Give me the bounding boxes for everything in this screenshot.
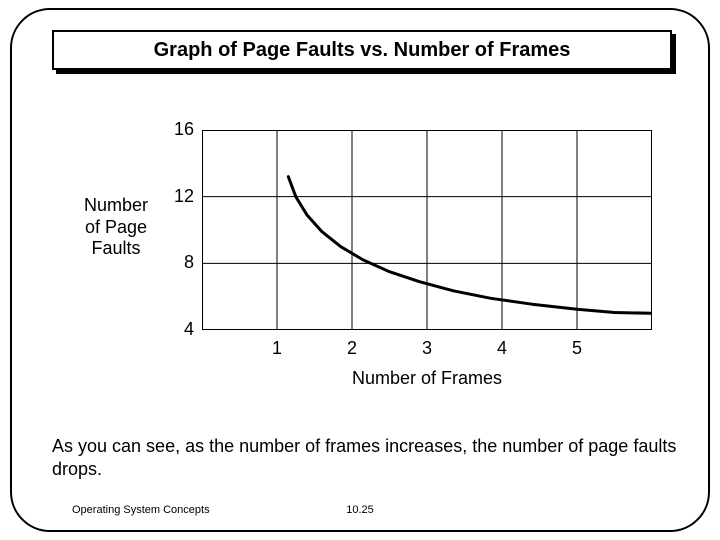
slide-frame: Graph of Page Faults vs. Number of Frame… [10, 8, 710, 532]
xtick-label: 3 [417, 338, 437, 359]
ytick-label: 4 [164, 319, 194, 340]
xtick-label: 1 [267, 338, 287, 359]
ytick-label: 12 [164, 186, 194, 207]
ytick-label: 8 [164, 252, 194, 273]
chart [202, 130, 652, 335]
chart-svg [202, 130, 652, 330]
xtick-label: 5 [567, 338, 587, 359]
x-axis-label: Number of Frames [202, 368, 652, 389]
ytick-label: 16 [164, 119, 194, 140]
ylabel-line: Number [84, 195, 148, 217]
footer-center: 10.25 [12, 504, 708, 516]
xtick-label: 4 [492, 338, 512, 359]
title-box: Graph of Page Faults vs. Number of Frame… [52, 30, 672, 70]
slide-title: Graph of Page Faults vs. Number of Frame… [154, 39, 571, 62]
caption-text: As you can see, as the number of frames … [52, 435, 682, 482]
y-axis-label: Number of Page Faults [84, 195, 148, 260]
ylabel-line: of Page [84, 217, 148, 239]
xtick-label: 2 [342, 338, 362, 359]
ylabel-line: Faults [84, 238, 148, 260]
